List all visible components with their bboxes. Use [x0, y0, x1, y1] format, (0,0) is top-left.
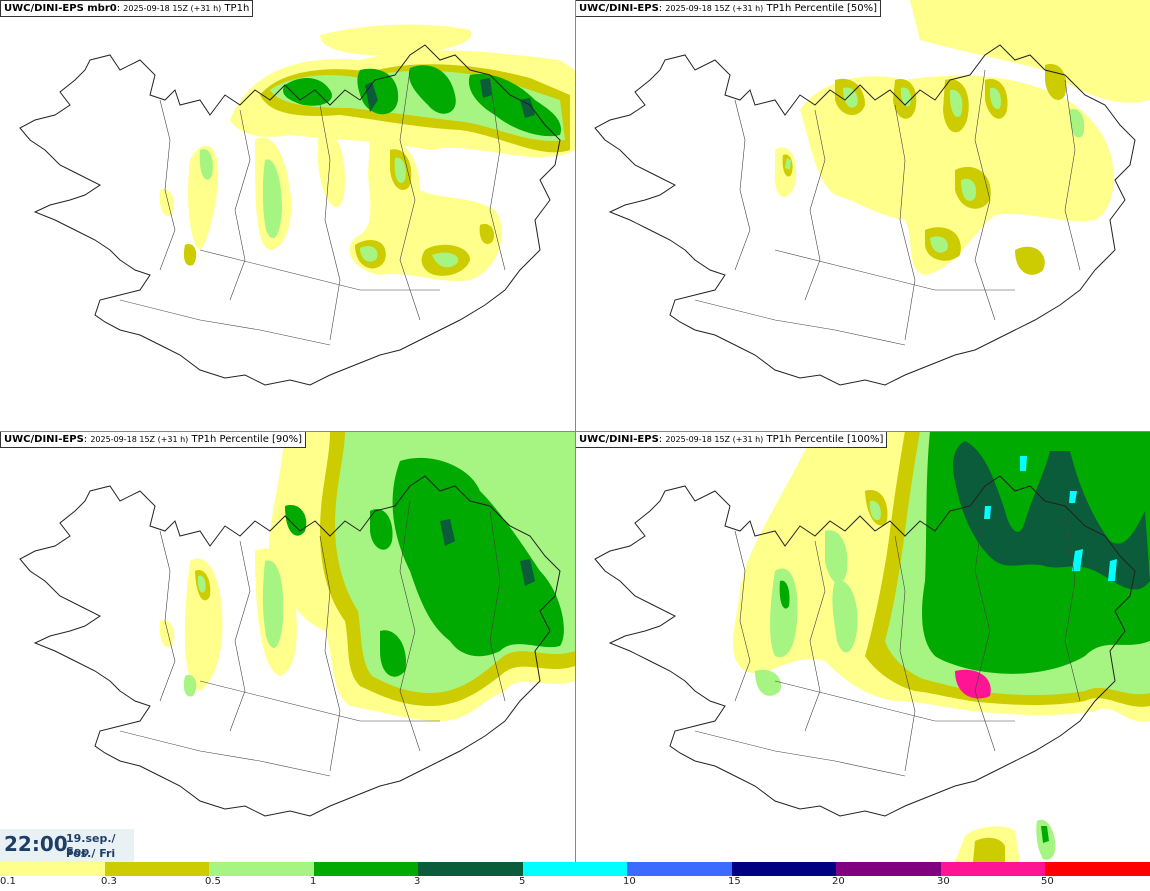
map-panel-p90[interactable]: UWC/DINI-EPS: 2025-09-18 15Z (+31 h) TP1… — [0, 431, 575, 862]
field-name: TP1h Percentile [50%] — [766, 3, 878, 14]
valid-date-line2: Fös./ Fri — [66, 847, 116, 860]
run-datetime: 2025-09-18 15Z (+31 h) — [90, 435, 189, 444]
map-panel-p100[interactable]: UWC/DINI-EPS: 2025-09-18 15Z (+31 h) TP1… — [575, 431, 1150, 862]
colorbar-segment — [1045, 862, 1150, 876]
colorbar-tick-label: 5 — [519, 876, 526, 887]
valid-time-box: 22:00 19.sep./ Sep Fös./ Fri — [0, 829, 134, 862]
precip-map — [19, 24, 575, 386]
panel-divider-horizontal — [0, 431, 1150, 432]
colorbar-tick-label: 1 — [310, 876, 317, 887]
precip-map — [594, 0, 1150, 386]
map-panel-member0[interactable]: UWC/DINI-EPS mbr0: 2025-09-18 15Z (+31 h… — [0, 0, 575, 431]
colorbar-tick-label: 15 — [728, 876, 741, 887]
colorbar-tick-label: 0.5 — [205, 876, 221, 887]
colorbar-segment — [0, 862, 105, 876]
field-name: TP1h Percentile [100%] — [766, 434, 884, 445]
run-datetime: 2025-09-18 15Z (+31 h) — [123, 4, 222, 13]
precip-shading — [733, 431, 1150, 862]
region-borders — [119, 500, 506, 777]
run-datetime: 2025-09-18 15Z (+31 h) — [665, 435, 764, 444]
coastline — [594, 44, 1136, 386]
panel-title: UWC/DINI-EPS: 2025-09-18 15Z (+31 h) TP1… — [0, 431, 307, 448]
colorbar-ticks: 0.1 0.3 0.5 1 3 5 10 15 20 30 50 — [0, 876, 1150, 891]
colorbar-tick-label: 30 — [937, 876, 950, 887]
colorbar-segment — [418, 862, 523, 876]
region-borders — [119, 69, 506, 346]
panel-title: UWC/DINI-EPS: 2025-09-18 15Z (+31 h) TP1… — [575, 431, 888, 448]
valid-time: 22:00 — [4, 832, 68, 856]
model-name: UWC/DINI-EPS mbr0 — [4, 3, 117, 14]
precip-colorbar — [0, 862, 1150, 876]
map-panel-p50[interactable]: UWC/DINI-EPS: 2025-09-18 15Z (+31 h) TP1… — [575, 0, 1150, 431]
colorbar-segment — [522, 862, 628, 876]
field-name: TP1h Percentile [90%] — [191, 434, 303, 445]
valid-date-line1: 19.sep./ Sep — [66, 832, 116, 858]
coastline — [19, 44, 561, 386]
precip-map — [19, 431, 575, 817]
colorbar-tick-label: 0.1 — [0, 876, 16, 887]
colorbar-tick-label: 20 — [832, 876, 845, 887]
model-name: UWC/DINI-EPS — [579, 3, 659, 14]
colorbar-segment — [940, 862, 1046, 876]
model-name: UWC/DINI-EPS — [4, 434, 84, 445]
colorbar-segment — [731, 862, 837, 876]
colorbar-segment — [836, 862, 941, 876]
region-borders — [694, 69, 1081, 346]
colorbar-segment — [209, 862, 314, 876]
coastline — [594, 475, 1136, 817]
panel-title: UWC/DINI-EPS: 2025-09-18 15Z (+31 h) TP1… — [575, 0, 882, 17]
colorbar-tick-label: 50 — [1041, 876, 1054, 887]
panel-title: UWC/DINI-EPS mbr0: 2025-09-18 15Z (+31 h… — [0, 0, 254, 17]
precip-shading — [774, 0, 1150, 275]
colorbar-tick-label: 10 — [623, 876, 636, 887]
colorbar-tick-label: 0.3 — [101, 876, 117, 887]
precip-shading — [159, 24, 575, 282]
coastline — [19, 475, 561, 817]
colorbar-segment — [313, 862, 419, 876]
field-name: TP1h — [224, 3, 250, 14]
region-borders — [694, 500, 1081, 777]
run-datetime: 2025-09-18 15Z (+31 h) — [665, 4, 764, 13]
model-name: UWC/DINI-EPS — [579, 434, 659, 445]
precip-shading — [159, 431, 575, 721]
colorbar-segment — [627, 862, 732, 876]
colorbar-tick-label: 3 — [414, 876, 421, 887]
precip-map — [594, 431, 1150, 862]
colorbar-segment — [104, 862, 210, 876]
